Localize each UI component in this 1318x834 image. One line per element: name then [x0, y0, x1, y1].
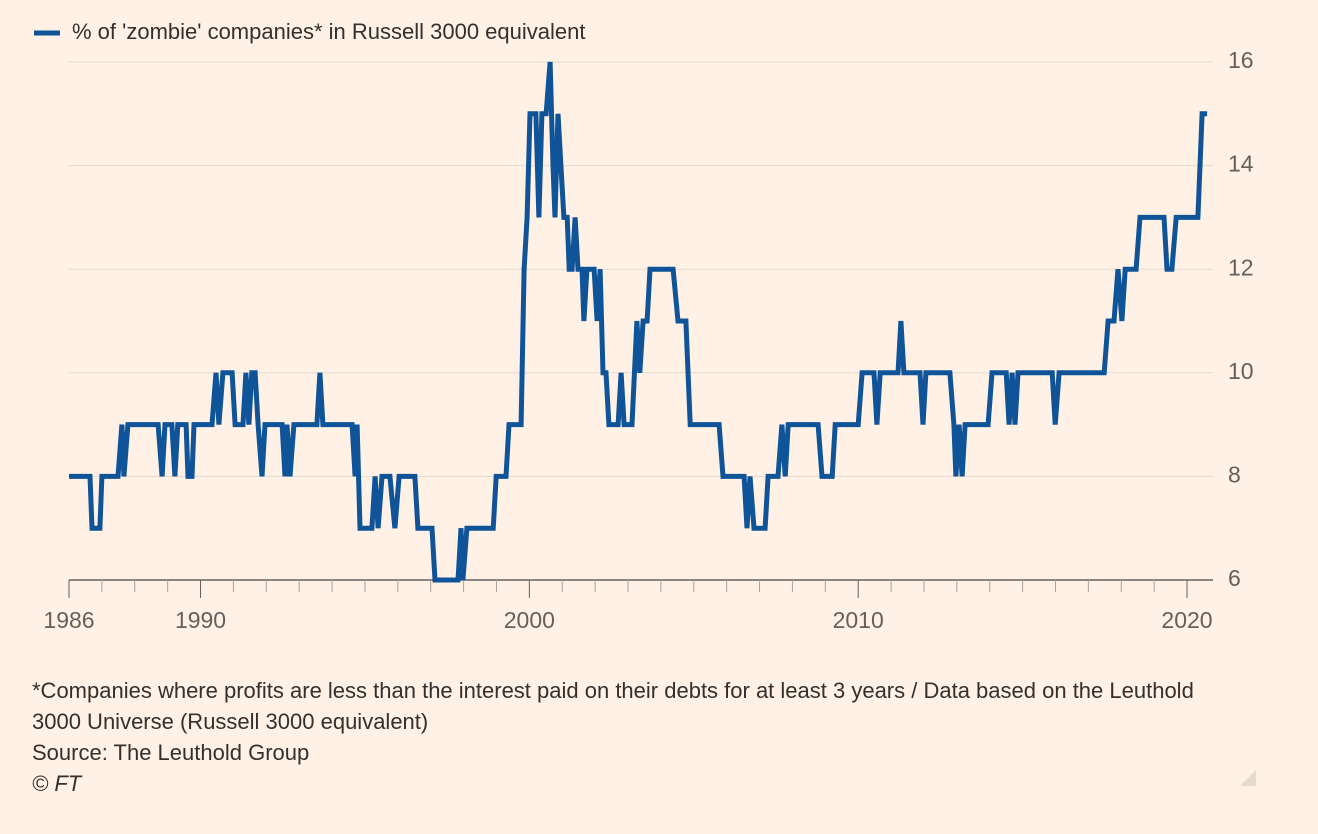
grip-icon — [1240, 770, 1256, 786]
y-tick-label: 16 — [1228, 47, 1254, 73]
chart: % of 'zombie' companies* in Russell 3000… — [34, 19, 1254, 633]
data-line — [69, 61, 1208, 583]
x-tick-label: 2010 — [833, 607, 884, 633]
y-tick-label: 6 — [1228, 565, 1241, 591]
legend-label: % of 'zombie' companies* in Russell 3000… — [72, 19, 585, 44]
y-tick-label: 10 — [1228, 358, 1254, 384]
footnote: *Companies where profits are less than t… — [32, 678, 1194, 734]
x-tick-label: 2020 — [1161, 607, 1212, 633]
x-tick-label: 2000 — [504, 607, 555, 633]
y-tick-label: 12 — [1228, 254, 1254, 280]
y-tick-label: 14 — [1228, 151, 1254, 177]
y-tick-label: 8 — [1228, 461, 1241, 487]
copyright: © FT — [32, 771, 82, 796]
source: Source: The Leuthold Group — [32, 740, 310, 765]
x-tick-label: 1990 — [175, 607, 226, 633]
x-tick-label: 1986 — [43, 607, 94, 633]
